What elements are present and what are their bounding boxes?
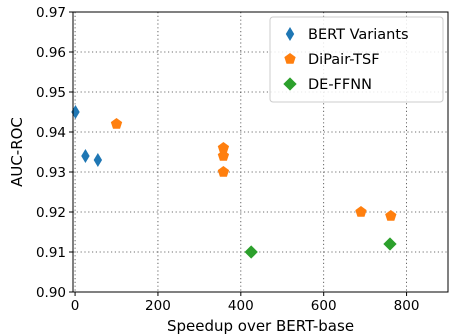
data-point bbox=[217, 142, 230, 153]
y-tick-label: 0.96 bbox=[36, 45, 66, 61]
legend-label: DiPair-TSF bbox=[308, 52, 380, 68]
x-tick-label: 400 bbox=[228, 298, 254, 314]
y-tick-label: 0.92 bbox=[36, 205, 66, 221]
legend: BERT Variants DiPair-TSF DE-FFNN bbox=[269, 16, 444, 103]
x-axis-label: Speedup over BERT-base bbox=[167, 317, 354, 335]
legend-marker bbox=[285, 27, 295, 41]
legend-label: BERT Variants bbox=[308, 27, 409, 43]
y-tick-label: 0.93 bbox=[36, 165, 66, 181]
data-point bbox=[217, 166, 230, 177]
x-tick-label: 800 bbox=[394, 298, 420, 314]
data-point bbox=[93, 153, 103, 167]
x-tick-label: 0 bbox=[71, 298, 80, 314]
y-axis-label: AUC-ROC bbox=[8, 117, 26, 187]
data-point bbox=[355, 206, 367, 217]
y-tick-label: 0.94 bbox=[36, 125, 66, 141]
data-point bbox=[71, 105, 80, 119]
data-point bbox=[81, 149, 90, 163]
x-tick-label: 600 bbox=[311, 298, 337, 314]
axis-ticks: 0 200 400 600 800 0.90 0.91 0.92 0.93 0.94 0.95 0.9… bbox=[36, 5, 420, 314]
y-tick-label: 0.90 bbox=[36, 285, 66, 301]
legend-label: DE-FFNN bbox=[308, 77, 372, 93]
data-point bbox=[217, 150, 230, 161]
plot-frame bbox=[72, 11, 449, 293]
y-tick-label: 0.97 bbox=[36, 5, 66, 21]
y-tick-label: 0.95 bbox=[36, 85, 66, 101]
data-point bbox=[385, 210, 397, 221]
x-tick-label: 200 bbox=[145, 298, 171, 314]
y-tick-label: 0.91 bbox=[36, 245, 66, 261]
data-point bbox=[110, 118, 123, 129]
legend-marker bbox=[283, 77, 297, 91]
legend-marker bbox=[284, 53, 296, 64]
data-points bbox=[71, 105, 397, 259]
data-point bbox=[383, 237, 397, 251]
legend-box bbox=[269, 16, 444, 103]
data-point bbox=[244, 245, 258, 259]
